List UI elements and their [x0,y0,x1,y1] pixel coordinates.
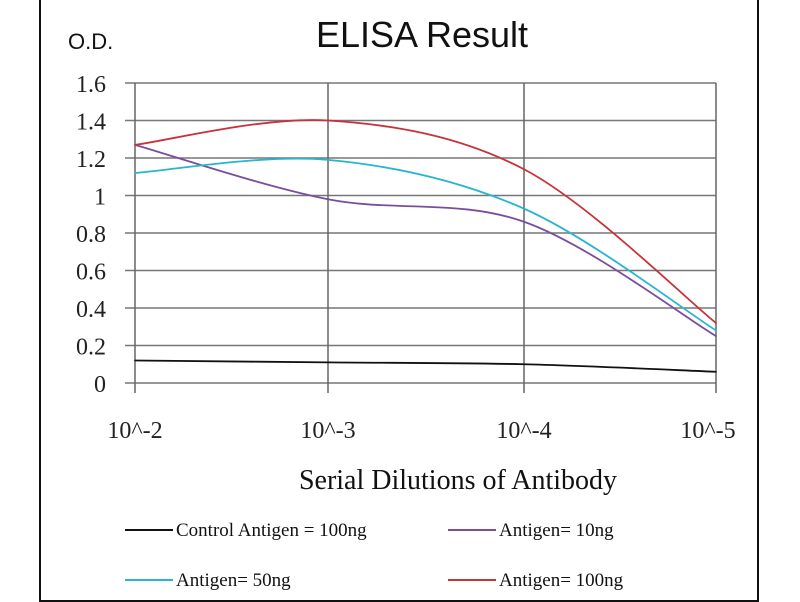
data-point [327,198,329,201]
legend-label: Antigen= 10ng [499,520,614,541]
data-point [523,220,525,223]
data-point [134,359,136,362]
x-axis-label: Serial Dilutions of Antibody [299,465,617,496]
y-tick-label: 0.6 [76,260,106,286]
data-point [523,363,525,366]
legend-item: Antigen= 100ng [448,570,624,591]
y-tick-label: 0.2 [76,335,106,361]
chart-title: ELISA Result [316,14,528,55]
data-point [327,119,329,122]
data-point [327,361,329,364]
y-tick-label: 1.2 [76,147,106,173]
series-line-1 [134,144,717,337]
data-point [715,329,717,332]
data-point [715,370,717,373]
x-tick-label: 10^-5 [680,418,735,444]
legend-label: Control Antigen = 100ng [176,520,367,541]
y-tick-label: 1.6 [76,72,106,98]
data-point [523,168,525,171]
legend-label: Antigen= 100ng [499,570,624,591]
series-line-2 [134,157,717,332]
legend-label: Antigen= 50ng [176,570,291,591]
data-point [715,322,717,324]
y-tick-label: 0 [94,372,106,398]
data-point [523,207,525,210]
x-tick-label: 10^-4 [496,418,551,444]
data-point [134,172,136,174]
x-tick-label: 10^-3 [300,418,355,444]
legend-item: Antigen= 10ng [448,520,614,541]
data-point [134,144,136,146]
legend-item: Antigen= 50ng [125,570,291,591]
x-tick-label: 10^-2 [107,418,162,444]
y-tick-label: 1.4 [76,110,106,136]
legend-item: Control Antigen = 100ng [125,520,367,541]
y-tick-label: 1 [94,185,106,211]
data-point [327,159,329,161]
y-tick-label: 0.8 [76,222,106,248]
y-tick-label: 0.4 [76,297,106,323]
y-axis-label: O.D. [68,29,113,54]
series-line-3 [134,119,717,324]
series-line-0 [134,359,717,373]
data-point [715,335,717,337]
